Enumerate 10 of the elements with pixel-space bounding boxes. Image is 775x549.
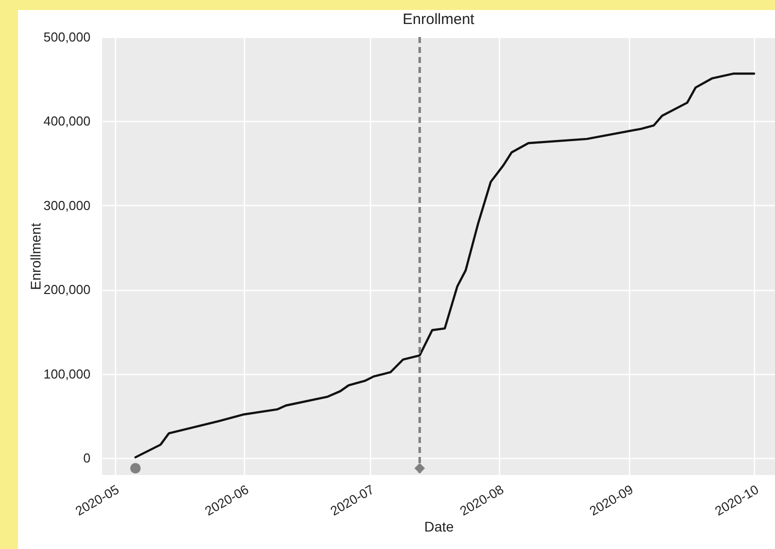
chart-title: Enrollment [402,11,476,28]
y-tick-label: 500,000 [44,30,90,44]
y-axis-title: Enrollment [28,222,44,290]
x-axis-title: Date [424,518,454,535]
y-tick-label: 100,000 [44,366,90,382]
y-tick-label: 400,000 [44,114,90,129]
line-series [134,72,756,458]
y-tick-label: 200,000 [44,282,90,298]
y-tick-label: 300,000 [44,198,90,213]
y-tick-label: 0 [83,450,90,466]
